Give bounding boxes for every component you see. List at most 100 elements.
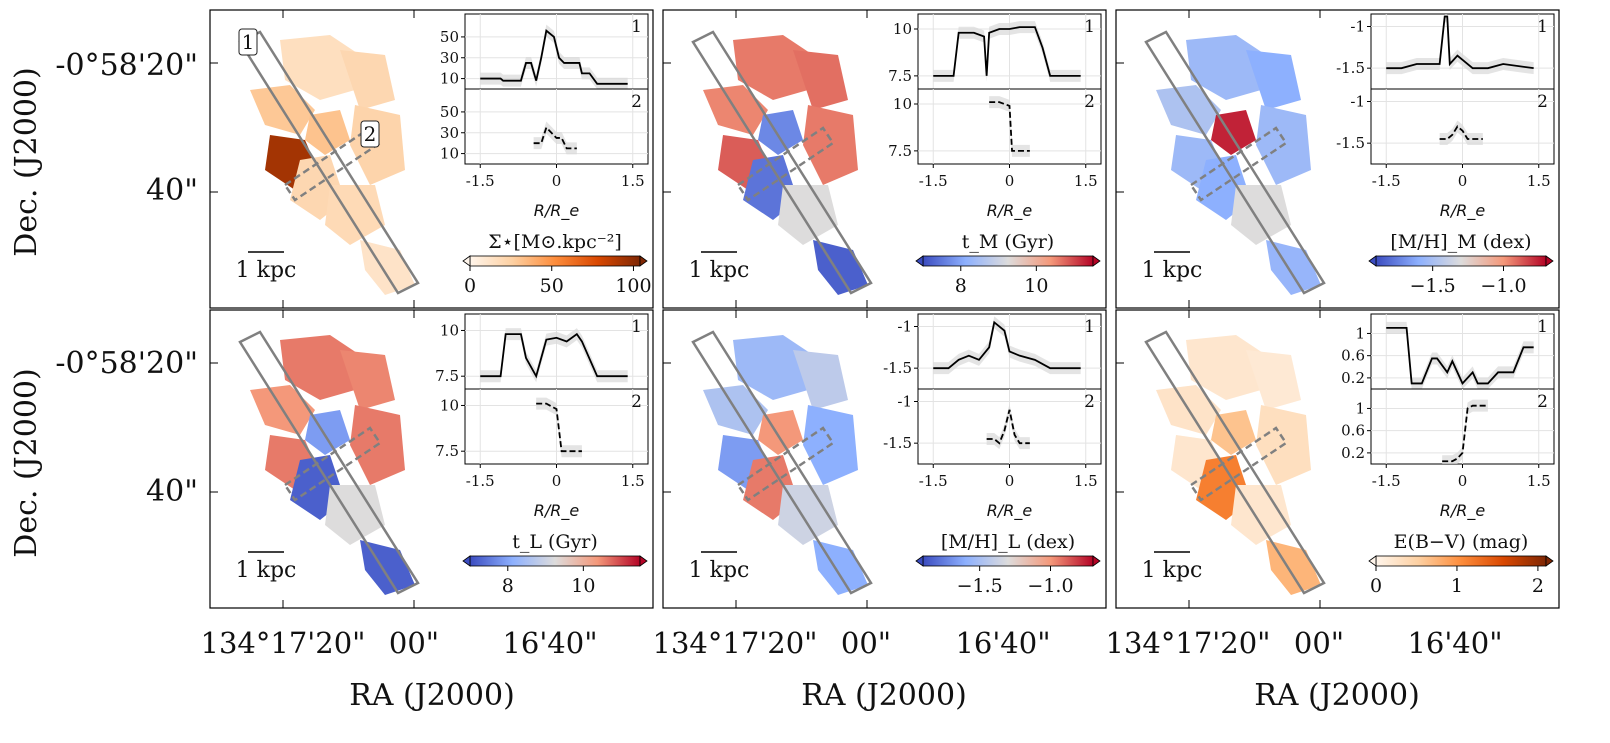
colorbar-tick-label: −1.5 xyxy=(957,575,1003,597)
ra-label: RA (J2000) xyxy=(1254,678,1420,713)
inset-top: 0.2 0.6 1 1 xyxy=(1341,313,1555,390)
colorbar-extend-low xyxy=(462,255,471,267)
inset-slit-number: 2 xyxy=(631,92,642,112)
colorbar-label: Σ⋆[M⊙.kpc⁻²] xyxy=(488,231,622,253)
colorbar-tick-label: 50 xyxy=(540,275,564,297)
colorbar-tick-label: 8 xyxy=(502,575,514,597)
colorbar-label: [M/H]_M (dex) xyxy=(1390,231,1531,253)
slit-1 xyxy=(238,330,420,595)
inset-band xyxy=(1439,120,1483,145)
inset-ytick-label: 0.6 xyxy=(1341,347,1365,365)
inset-band xyxy=(1386,321,1534,389)
inset-ytick-label: -1 xyxy=(1350,93,1365,111)
ra-axis-col-3: 134°17'20" 00" 16'40" RA (J2000) xyxy=(1106,626,1503,713)
ra-tick-2: 00" xyxy=(1294,626,1344,660)
panel-sigma: 1 2 1 kpc 10 30 50 1 10 30 50 2 -1.5 0 1.5 R/R_e 0 50 100… xyxy=(209,9,654,309)
colorbar-tick-label: 100 xyxy=(615,275,651,297)
galaxy-map xyxy=(703,335,868,595)
colorbar-extend-high xyxy=(1545,555,1554,567)
colorbar-label: t_M (Gyr) xyxy=(962,231,1054,253)
inset-slit-number: 2 xyxy=(1537,392,1548,412)
inset-xtick-label: -1.5 xyxy=(1372,172,1401,190)
colorbar-tick-label: 8 xyxy=(955,275,967,297)
inset-ytick-label: 7.5 xyxy=(888,142,912,160)
inset-top: 7.5 10 1 xyxy=(435,313,649,390)
inset-slit-number: 1 xyxy=(1537,317,1548,337)
inset-xlabel: R/R_e xyxy=(534,201,580,221)
inset-slit-number: 1 xyxy=(1537,17,1548,37)
inset-ytick-label: 1 xyxy=(1355,399,1365,417)
slit-2-profile xyxy=(1439,125,1483,140)
inset-ytick-label: -1 xyxy=(1350,18,1365,36)
slit-label-box xyxy=(238,28,258,56)
colorbar-extend-low xyxy=(1368,255,1377,267)
colorbar-extend-high xyxy=(1092,555,1101,567)
inset-ytick-label: -1.5 xyxy=(883,434,912,452)
inset-ytick-label: 30 xyxy=(440,124,459,142)
dec-tick-top-1: -0°58'20" xyxy=(55,48,198,83)
inset-xtick-label: 0 xyxy=(1005,472,1015,490)
map-region xyxy=(1186,35,1266,100)
slit-2 xyxy=(1189,426,1288,502)
slit-1-profile xyxy=(933,26,1081,77)
inset-xlabel: R/R_e xyxy=(987,201,1033,221)
slit-2 xyxy=(736,426,835,502)
inset-ytick-label: 7.5 xyxy=(435,367,459,385)
inset-slit-number: 1 xyxy=(631,17,642,37)
inset-ytick-label: -1.5 xyxy=(1336,59,1365,77)
inset-xlabel: R/R_e xyxy=(534,501,580,521)
inset-xtick-label: 0 xyxy=(552,172,562,190)
inset-ytick-label: 50 xyxy=(440,103,459,121)
panel-tL: 1 kpc 7.5 10 1 7.5 10 2 -1.5 0 1.5 R/R_e 8 10 t_L (Gy… xyxy=(209,309,654,609)
ra-label: RA (J2000) xyxy=(349,678,515,713)
slit-label-1: 1 xyxy=(242,30,255,54)
slit-2 xyxy=(283,426,382,502)
inset-bottom: 7.5 10 2 xyxy=(888,88,1102,165)
ra-axis-col-2: 134°17'20" 00" 16'40" RA (J2000) xyxy=(653,626,1051,713)
colorbar-tick-label: 10 xyxy=(1024,275,1048,297)
inset-xtick-label: -1.5 xyxy=(919,472,948,490)
slit-1 xyxy=(1144,30,1326,295)
inset-top: 7.5 10 1 xyxy=(888,13,1102,90)
inset-slit-number: 2 xyxy=(1084,92,1095,112)
inset-ytick-label: -1.5 xyxy=(883,359,912,377)
slit-2 xyxy=(1189,126,1288,202)
ra-tick-2: 00" xyxy=(389,626,439,660)
scale-label: 1 kpc xyxy=(236,258,297,283)
slit-label-box xyxy=(360,120,380,148)
colorbar-extend-high xyxy=(1545,255,1554,267)
slit-2-profile xyxy=(533,125,577,150)
colorbar-extend-low xyxy=(915,255,924,267)
inset-slit-number: 2 xyxy=(1084,392,1095,412)
inset-ytick-label: 10 xyxy=(440,145,459,163)
inset-xtick-label: 1.5 xyxy=(1527,172,1551,190)
panel-tM: 1 kpc 7.5 10 1 7.5 10 2 -1.5 0 1.5 R/R_e 8 10 t_M (Gy… xyxy=(662,9,1107,309)
slit-label-2: 2 xyxy=(364,122,377,146)
inset-band xyxy=(480,24,628,89)
inset-ytick-label: 7.5 xyxy=(888,67,912,85)
map-region xyxy=(733,35,813,100)
map-region xyxy=(733,335,813,400)
inset-bottom: 10 30 50 2 xyxy=(440,88,649,165)
inset-ytick-label: 10 xyxy=(440,321,459,339)
map-region xyxy=(793,50,848,110)
inset-xlabel: R/R_e xyxy=(987,501,1033,521)
inset-slit-number: 2 xyxy=(631,392,642,412)
inset-ytick-label: 1 xyxy=(1355,324,1365,342)
slit-2-profile xyxy=(536,402,582,453)
colorbar-extend-high xyxy=(639,255,648,267)
inset-ytick-label: 10 xyxy=(893,20,912,38)
inset-ytick-label: -1 xyxy=(897,318,912,336)
inset-band xyxy=(533,121,577,155)
slit-1 xyxy=(691,30,873,295)
inset-bottom: 7.5 10 2 xyxy=(435,388,649,465)
colorbar-tick-label: 2 xyxy=(1532,575,1544,597)
inset-xtick-label: 0 xyxy=(1458,172,1468,190)
slit-1-profile xyxy=(480,332,628,379)
inset-ytick-label: -1.5 xyxy=(1336,134,1365,152)
panel-MHM: 1 kpc -1.5 -1 1 -1.5 -1 2 -1.5 0 1.5 R/R_e −1.5 −1.0… xyxy=(1115,9,1560,309)
colorbar xyxy=(1375,555,1547,567)
map-region xyxy=(1246,350,1301,410)
inset-ytick-label: 10 xyxy=(440,396,459,414)
